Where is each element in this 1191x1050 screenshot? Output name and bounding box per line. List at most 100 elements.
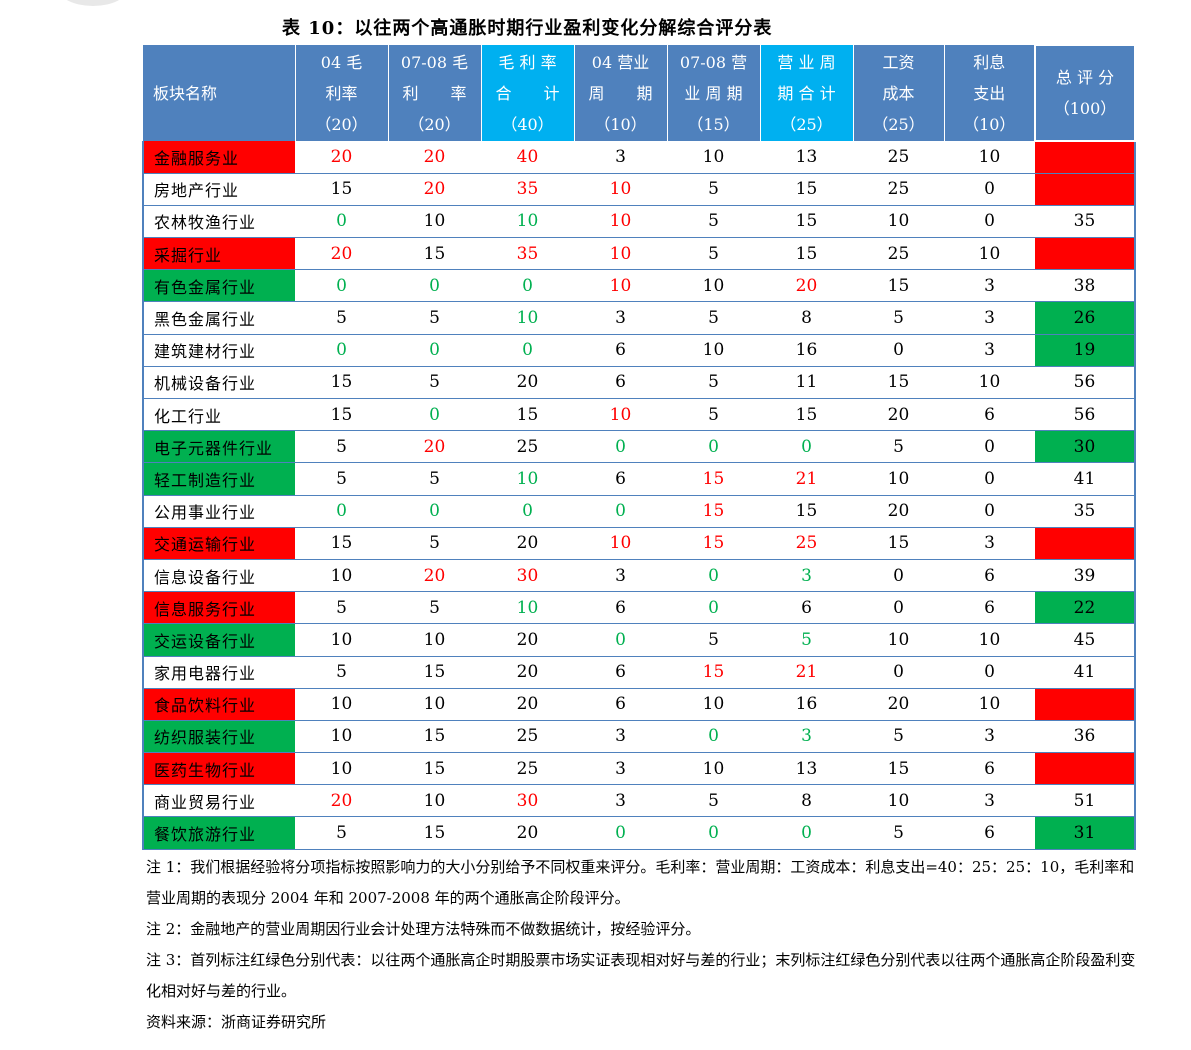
- score-cell: 10: [853, 462, 944, 496]
- score-cell: 16: [760, 688, 853, 721]
- score-cell: 5: [667, 398, 760, 432]
- score-cell: 6: [574, 656, 667, 689]
- score-cell: 13: [760, 141, 853, 174]
- note-3: 注 3：首列标注红绿色分别代表：以往两个通胀高企时期股票市场实证表现相对好与差的…: [146, 951, 1136, 1000]
- score-cell: 5: [667, 366, 760, 400]
- header-col-1: 04 毛利率 （20）: [295, 45, 389, 141]
- score-cell: 5: [295, 816, 388, 850]
- score-cell: 5: [667, 205, 760, 239]
- score-cell: 15: [388, 656, 481, 689]
- total-score-cell: 19: [1035, 334, 1136, 367]
- notes: 注 1：我们根据经验将分项指标按照影响力的大小分别给予不同权重来评分。毛利率：营…: [146, 852, 1146, 1038]
- score-cell: 0: [760, 430, 853, 464]
- score-cell: 5: [295, 591, 388, 625]
- score-cell: 0: [574, 816, 667, 850]
- header-total-score: 总 评 分 （100）: [1034, 44, 1136, 142]
- score-cell: 8: [760, 784, 853, 818]
- score-cell: 5: [853, 816, 944, 850]
- header-line: 毛 利 率: [498, 52, 557, 72]
- score-cell: 20: [760, 269, 853, 303]
- score-cell: 5: [667, 623, 760, 657]
- score-cell: 10: [667, 269, 760, 303]
- score-cell: 3: [944, 784, 1035, 818]
- header-line: 利息: [973, 52, 1006, 72]
- score-cell: 0: [295, 334, 388, 367]
- header-col-7: 工资 成本 （25）: [853, 45, 945, 141]
- total-score-cell: 45: [1035, 623, 1136, 657]
- score-cell: 8: [760, 301, 853, 335]
- score-cell: 0: [667, 720, 760, 754]
- score-cell: 15: [295, 173, 388, 206]
- total-score-cell: 88: [1035, 141, 1136, 174]
- header-line: 合 计: [495, 83, 560, 103]
- table-row: 建筑建材行业 0 0 0 6 10 16 0 3 19: [142, 334, 1136, 367]
- header-line: （25）: [780, 114, 833, 134]
- score-cell: 15: [760, 398, 853, 432]
- header-col-4: 04 营业周 期 （10）: [574, 45, 668, 141]
- header-line: （25）: [872, 114, 925, 134]
- header-col-3: 毛 利 率合 计 （40）: [481, 45, 575, 141]
- score-cell: 0: [667, 559, 760, 593]
- header-col-8: 利息 支出 （10）: [944, 45, 1036, 141]
- score-cell: 15: [853, 752, 944, 786]
- score-cell: 20: [853, 495, 944, 528]
- score-cell: 0: [853, 656, 944, 689]
- sector-name-cell: 机械设备行业: [142, 366, 295, 400]
- header-line: 利 率: [402, 83, 467, 103]
- score-cell: 20: [295, 141, 388, 174]
- score-cell: 5: [295, 430, 388, 464]
- score-cell: 5: [388, 366, 481, 400]
- score-cell: 10: [295, 688, 388, 721]
- score-cell: 0: [481, 495, 574, 528]
- sector-name-cell: 化工行业: [142, 398, 295, 432]
- sector-name-cell: 食品饮料行业: [142, 688, 295, 721]
- header-col-6: 营 业 周期 合 计 （25）: [760, 45, 854, 141]
- header-line: （10）: [594, 114, 647, 134]
- sector-name-cell: 农林牧渔行业: [142, 205, 295, 239]
- score-cell: 30: [481, 784, 574, 818]
- note-1: 注 1：我们根据经验将分项指标按照影响力的大小分别给予不同权重来评分。毛利率：营…: [146, 858, 1135, 907]
- score-cell: 25: [853, 237, 944, 271]
- total-score-cell: 31: [1035, 816, 1136, 850]
- score-cell: 25: [481, 720, 574, 754]
- source-note: 资料来源：浙商证券研究所: [146, 1013, 327, 1031]
- score-cell: 20: [295, 784, 388, 818]
- header-line: 周 期: [588, 83, 653, 103]
- table-row: 交通运输行业 15 5 20 10 15 25 15 3 63: [142, 527, 1136, 560]
- score-cell: 10: [574, 205, 667, 239]
- table-row: 农林牧渔行业 0 10 10 10 5 15 10 0 35: [142, 205, 1136, 239]
- score-cell: 10: [388, 205, 481, 239]
- score-cell: 0: [388, 398, 481, 432]
- score-cell: 10: [295, 559, 388, 593]
- sector-name-cell: 金融服务业: [142, 141, 295, 174]
- score-cell: 10: [388, 623, 481, 657]
- score-cell: 0: [667, 591, 760, 625]
- header-line: 成本: [882, 83, 915, 103]
- score-cell: 20: [295, 237, 388, 271]
- score-cell: 0: [853, 559, 944, 593]
- score-cell: 15: [388, 237, 481, 271]
- total-score-cell: 63: [1035, 527, 1136, 560]
- score-cell: 5: [295, 462, 388, 496]
- score-cell: 0: [388, 334, 481, 367]
- score-cell: 3: [574, 752, 667, 786]
- score-cell: 5: [667, 784, 760, 818]
- sector-name-cell: 信息设备行业: [142, 559, 295, 593]
- score-cell: 10: [388, 784, 481, 818]
- header-line: （20）: [315, 114, 368, 134]
- header-col-5: 07-08 营业 周 期 （15）: [667, 45, 761, 141]
- sector-name-cell: 有色金属行业: [142, 269, 295, 303]
- total-score-cell: 41: [1035, 462, 1136, 496]
- header-line: 07-08 营: [679, 52, 748, 72]
- total-score-cell: 41: [1035, 656, 1136, 689]
- score-cell: 5: [667, 173, 760, 206]
- score-cell: 20: [853, 688, 944, 721]
- header-line: 总 评 分: [1055, 68, 1115, 87]
- table-row: 电子元器件行业 5 20 25 0 0 0 5 0 30: [142, 430, 1136, 464]
- score-cell: 20: [481, 366, 574, 400]
- header-line: （100）: [1053, 99, 1117, 118]
- score-cell: 10: [853, 623, 944, 657]
- score-cell: 10: [944, 237, 1035, 271]
- table-row: 黑色金属行业 5 5 10 3 5 8 5 3 26: [142, 301, 1136, 335]
- score-cell: 5: [853, 301, 944, 335]
